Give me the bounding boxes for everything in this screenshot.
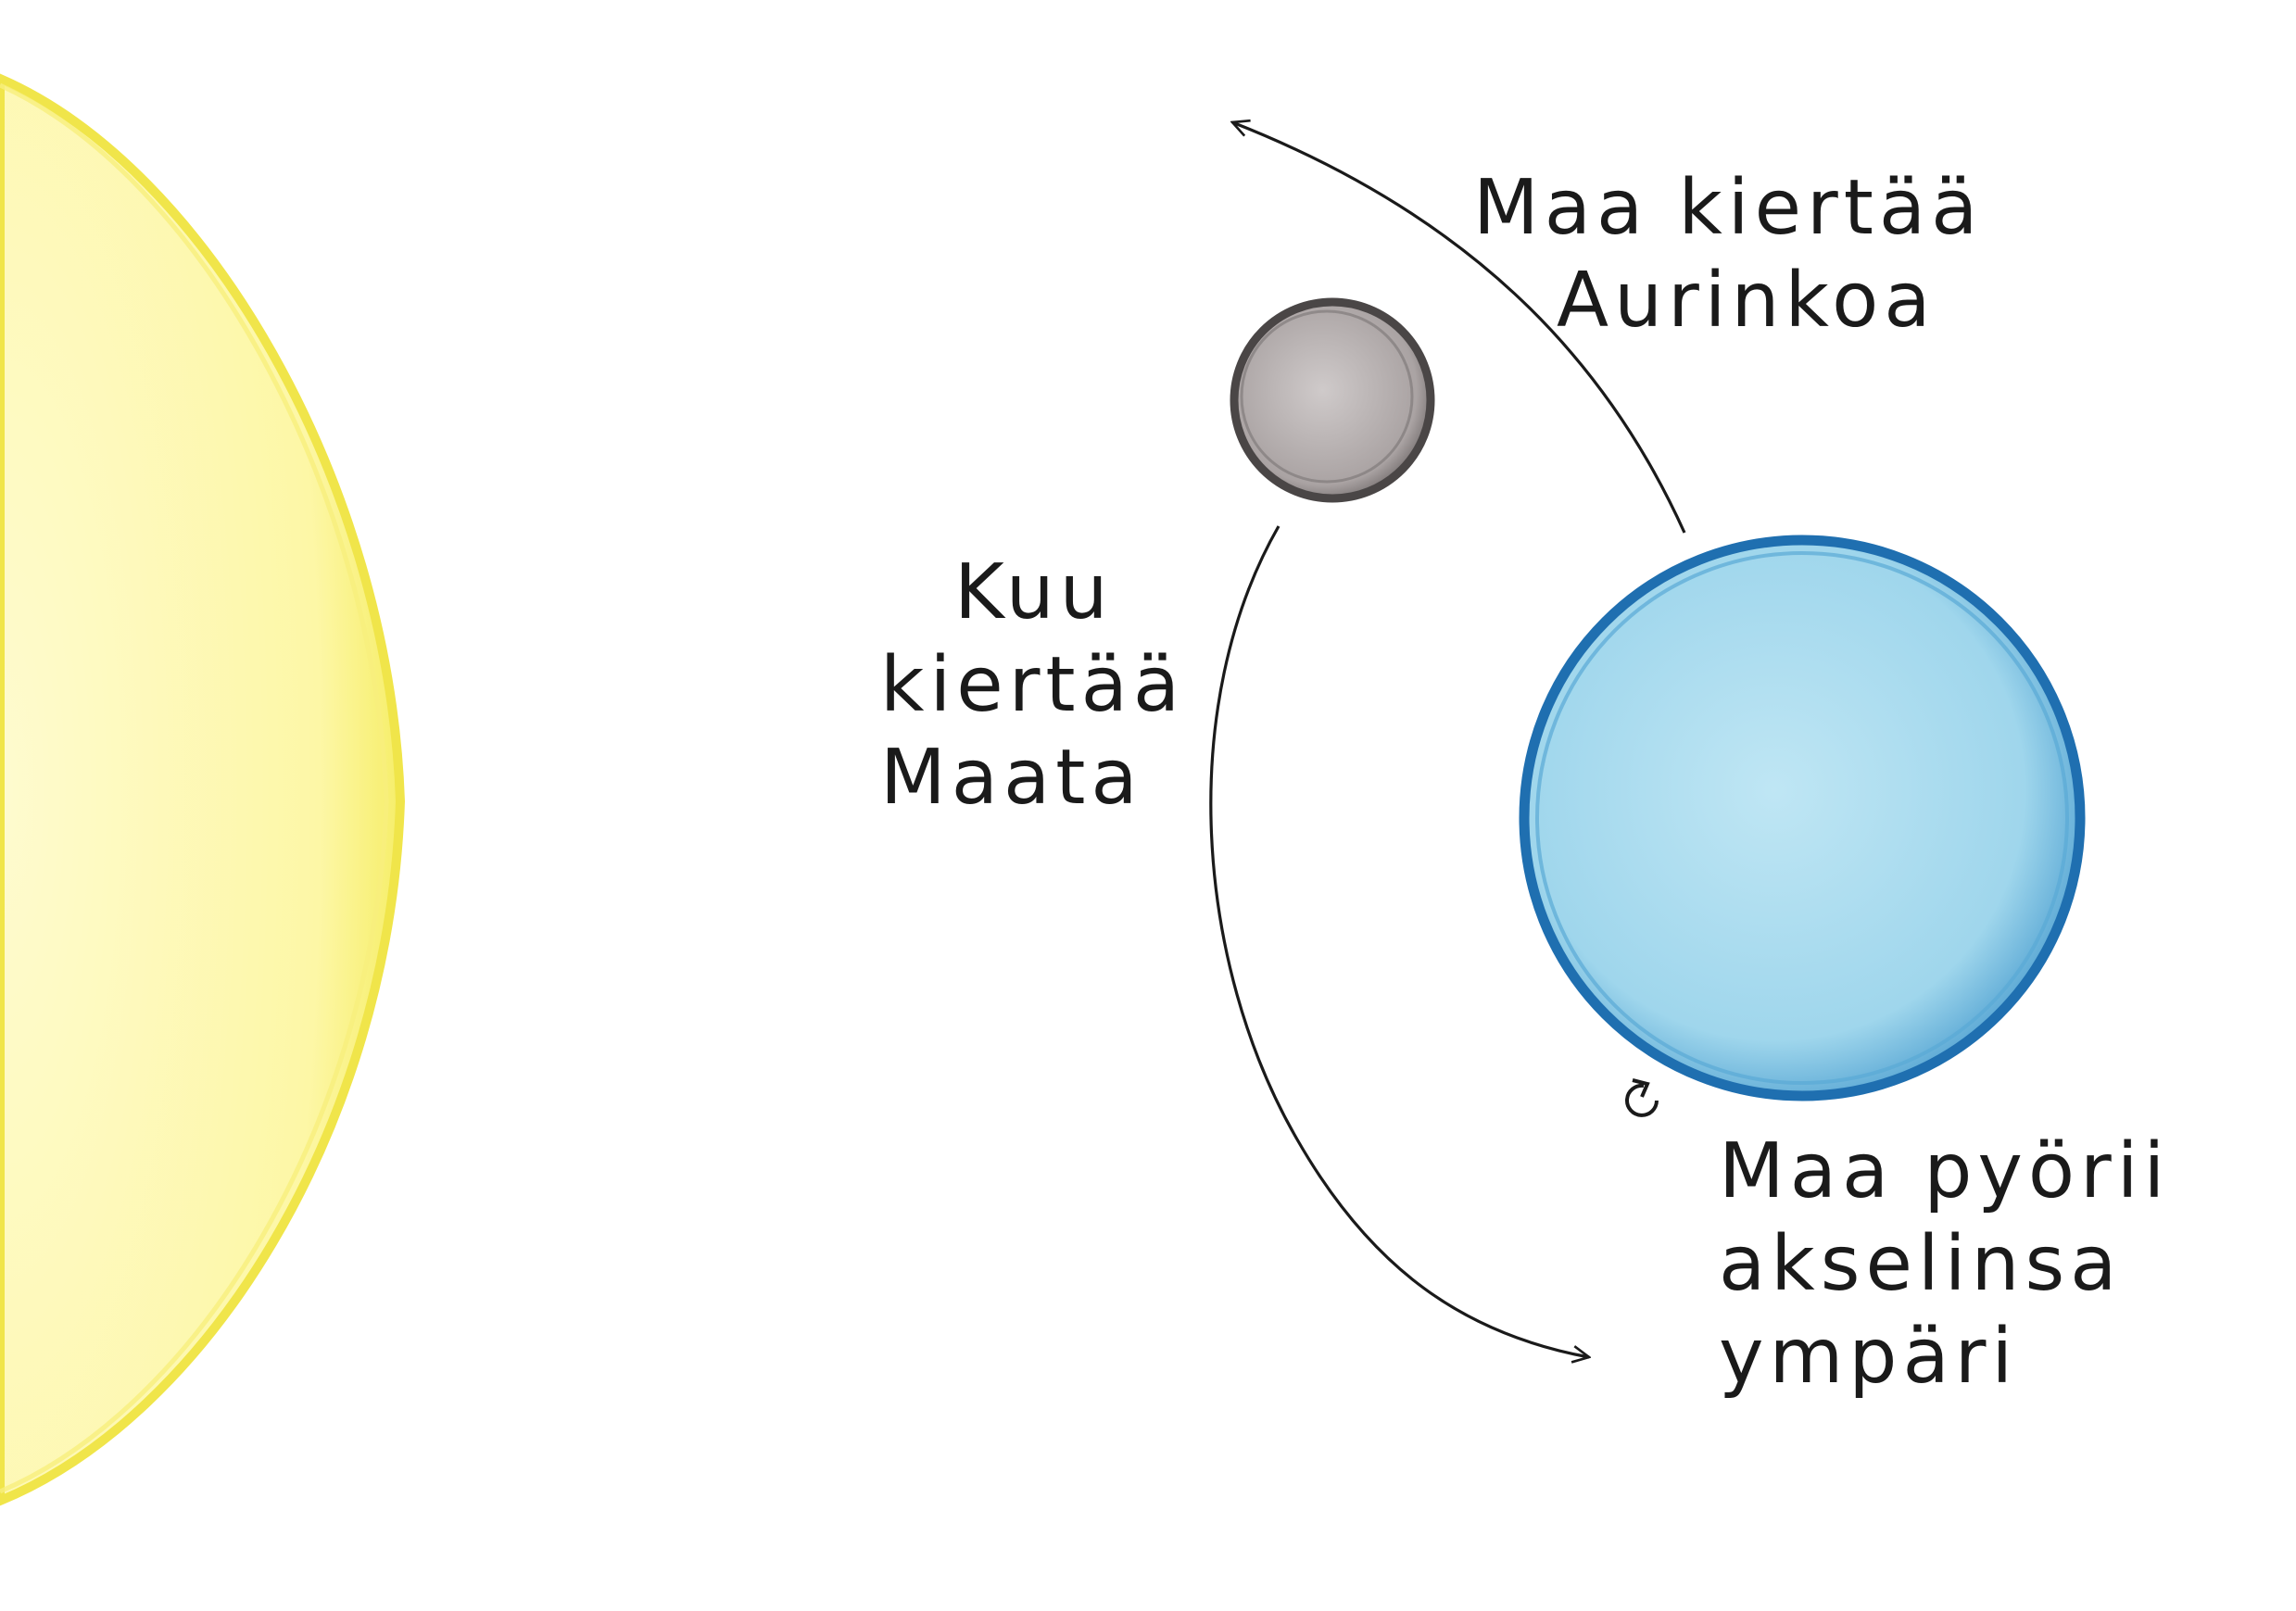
- label-line: Maata: [880, 734, 1143, 822]
- label-line: Aurinkoa: [1557, 257, 1936, 345]
- sun: [0, 73, 406, 1506]
- earth: [1519, 535, 2086, 1101]
- label-line: ympäri: [1719, 1313, 2019, 1401]
- moon: [1230, 297, 1435, 503]
- counterclockwise-rotation-icon: [1625, 1078, 1659, 1117]
- label-line: kiertää: [880, 641, 1186, 729]
- label-earth-orbits-sun: Maa kiertää Aurinkoa: [1473, 162, 1983, 347]
- label-line: Maa kiertää: [1473, 164, 1984, 252]
- label-earth-rotates: Maa pyörii akselinsa ympäri: [1719, 1126, 2170, 1403]
- label-line: Maa pyörii: [1719, 1127, 2171, 1215]
- label-line: akselinsa: [1719, 1220, 2123, 1308]
- label-line: Kuu: [954, 548, 1114, 636]
- label-moon-orbits-earth: Kuu kiertää Maata: [880, 547, 1185, 824]
- earth-orbit-arrow: [1232, 122, 1686, 534]
- moon-orbit-arrow: [1209, 525, 1589, 1357]
